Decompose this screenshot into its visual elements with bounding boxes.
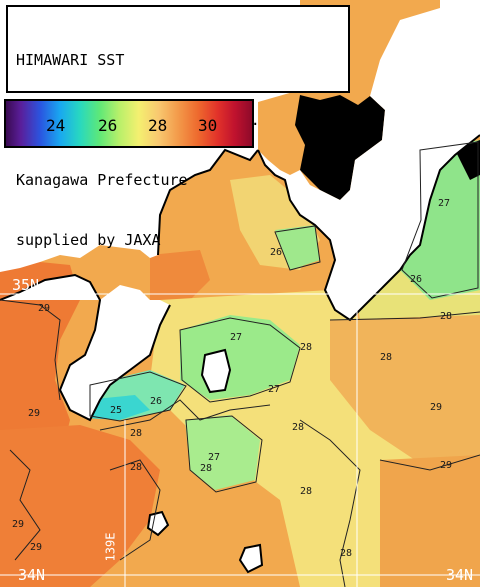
isotherm-label: 29 [28, 408, 40, 419]
isotherm-label: 27 [208, 452, 220, 463]
land-izu-peninsula [0, 275, 170, 420]
isotherm-28-a [99, 399, 271, 431]
isotherm-label: 28 [292, 422, 304, 433]
isotherm-label: 28 [200, 463, 212, 474]
isotherm-label: 27 [268, 384, 280, 395]
isotherm-26-west [89, 371, 187, 422]
coastlines [0, 134, 480, 574]
isotherm-label: 28 [380, 352, 392, 363]
isotherm-label: 29 [30, 542, 42, 553]
land-oshima [202, 350, 230, 392]
title-region: Kanagawa Prefecture [16, 171, 188, 189]
sst-hot-southwest [0, 425, 160, 587]
colorbar-tick-30: 30 [198, 116, 218, 135]
colorbar-tick-24: 24 [46, 116, 66, 135]
isotherm-label: 25 [110, 405, 122, 416]
sst-cold-west [85, 395, 150, 420]
lat-label-34n-left: 34N [18, 566, 46, 584]
isotherm-label: 26 [410, 274, 422, 285]
sst-hot-bay [150, 250, 210, 300]
title-box: HIMAWARI SST 2025/08/06 10(UTC) 3H Comp.… [6, 5, 350, 249]
isotherm-29-west [0, 299, 61, 401]
isotherm-28-east [329, 311, 480, 321]
isotherm-29-east [379, 454, 480, 471]
isotherm-28-south [299, 419, 361, 587]
isotherm-label: 28 [340, 548, 352, 559]
land-miura-boso [258, 0, 480, 320]
land-niijima [240, 545, 262, 572]
isotherm-label: 26 [150, 396, 162, 407]
title-credit: supplied by JAXA [16, 231, 161, 249]
sst-warm-east [330, 315, 480, 470]
coast-oshima [200, 348, 232, 394]
title-product: HIMAWARI SST [16, 51, 125, 69]
isotherm-label: 29 [440, 460, 452, 471]
lat-label-35n: 35N [12, 276, 40, 294]
isotherms [0, 141, 480, 587]
colorbar-tick-26: 26 [98, 116, 118, 135]
isotherm-label: 28 [130, 462, 142, 473]
isotherm-label: 28 [300, 486, 312, 497]
sst-cool-south [185, 415, 260, 490]
isotherm-27-east [401, 141, 479, 299]
isotherm-label: 28 [300, 342, 312, 353]
lat-lon-grid [0, 293, 480, 587]
nodata-north [295, 95, 385, 200]
isotherm-27-south [185, 415, 263, 493]
lon-label-139e: 139E [103, 532, 118, 562]
coast-niijima [238, 543, 264, 574]
isotherm-28-sw [109, 459, 161, 561]
isotherm-label: 27 [438, 198, 450, 209]
isotherm-label: 26 [270, 247, 282, 258]
coast-izu [0, 273, 171, 422]
isotherm-label: 28 [130, 428, 142, 439]
isotherm-label: 29 [430, 402, 442, 413]
lat-label-34n-right: 34N [446, 566, 474, 584]
sst-warm-southeast [380, 455, 480, 587]
isotherm-label: 28 [440, 311, 452, 322]
isotherm-29-far-west [9, 449, 41, 561]
isotherm-27-center [179, 317, 301, 403]
isotherm-label: 29 [12, 519, 24, 530]
colorbar-tick-28: 28 [148, 116, 168, 135]
coast-miura [257, 134, 480, 322]
color-scale-bar: 24 26 28 30 [4, 99, 254, 148]
sst-cool-sagami [275, 225, 320, 270]
isotherm-label: 27 [230, 332, 242, 343]
coast-sagami-west [157, 148, 259, 256]
isotherm-27-sagami [274, 225, 321, 271]
isotherm-label: 29 [38, 303, 50, 314]
coast-toshima [146, 510, 170, 537]
